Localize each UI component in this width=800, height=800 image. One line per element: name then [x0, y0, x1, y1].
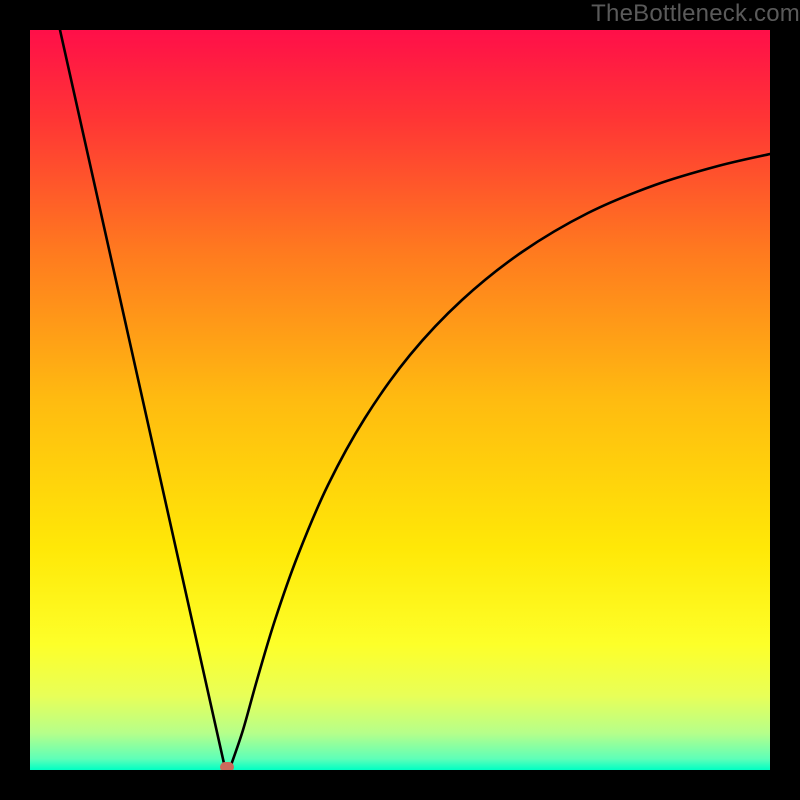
- plot-area: [30, 30, 770, 770]
- chart-frame: TheBottleneck.com: [0, 0, 800, 800]
- watermark-text: TheBottleneck.com: [591, 0, 800, 28]
- bottleneck-curve: [30, 30, 770, 770]
- minimum-marker: [220, 762, 234, 770]
